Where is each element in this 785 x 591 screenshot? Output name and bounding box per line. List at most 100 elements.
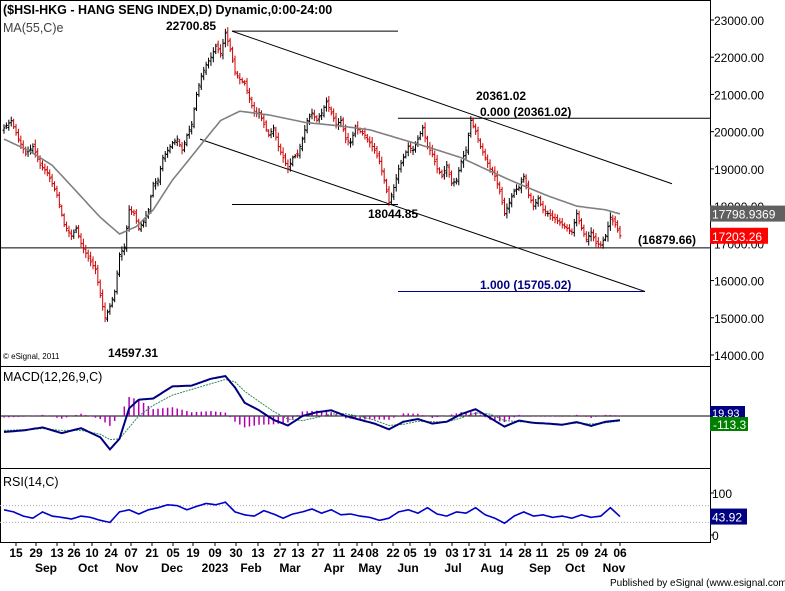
price-bar [498, 181, 502, 195]
price-bar [423, 122, 427, 143]
x-tick-month: Mar [279, 561, 301, 575]
price-bar [409, 141, 413, 154]
price-bar [454, 177, 458, 185]
price-bar [151, 181, 155, 198]
price-bar [303, 124, 307, 143]
price-bar [507, 197, 511, 214]
price-y-tick-label: 22000.00 [714, 51, 764, 65]
price-bar [238, 72, 242, 85]
price-bar [14, 124, 18, 136]
price-bar [534, 199, 538, 210]
price-bar [382, 168, 386, 184]
price-bar [118, 252, 121, 277]
price-bar [373, 142, 377, 154]
price-bar [604, 233, 608, 242]
price-bar [9, 116, 13, 127]
price-bar [594, 232, 598, 248]
rsi-badge-bg [710, 508, 747, 525]
rsi-badge: 43.92 [712, 511, 742, 525]
price-bar [60, 204, 64, 217]
price-bar [231, 46, 235, 63]
price-bar [91, 256, 95, 270]
price-bar [459, 159, 463, 173]
macd-value-badge-bg [710, 417, 748, 431]
price-bar [228, 37, 232, 53]
x-tick-month: Aug [480, 561, 503, 575]
channel-upper-line [231, 30, 673, 185]
price-bar [606, 221, 610, 242]
price-bar [430, 144, 434, 158]
rsi-panel-frame [0, 468, 711, 543]
price-bar [421, 124, 425, 137]
price-bar [399, 159, 403, 173]
x-tick-day: 13 [50, 546, 64, 560]
price-bar [2, 124, 6, 134]
low-label: 14597.31 [108, 346, 158, 360]
x-tick-day: 24 [350, 546, 364, 560]
price-bar [305, 117, 309, 134]
price-bar [74, 225, 78, 234]
price-bar [346, 132, 350, 146]
price-bar [587, 231, 591, 246]
price-bar [187, 125, 191, 139]
price-bar [575, 209, 579, 227]
price-bar [320, 108, 324, 121]
price-bar [464, 146, 468, 160]
price-bar [120, 246, 124, 261]
price-bar [344, 124, 348, 144]
last-price-badge-bg [710, 227, 768, 244]
price-bar [45, 165, 49, 177]
price-bar [341, 117, 345, 132]
price-bar [252, 101, 256, 117]
price-bar [503, 197, 506, 217]
fib-0-label: 0.000 (20361.02) [480, 105, 571, 119]
price-bar [139, 222, 143, 233]
price-bar [389, 192, 393, 205]
last-price-badge: 17203.26 [712, 230, 762, 244]
price-bar [531, 195, 535, 211]
price-bar [211, 47, 215, 63]
x-tick-day: 21 [145, 546, 159, 560]
price-bar [327, 95, 331, 112]
price-bar [553, 213, 557, 224]
price-bar [370, 136, 374, 152]
x-tick-day: 19 [423, 546, 437, 560]
price-bar [81, 238, 85, 254]
x-tick-month: May [358, 561, 382, 575]
price-bar [469, 116, 473, 138]
price-bar [235, 71, 239, 79]
price-bar [298, 143, 302, 159]
price-bar [31, 143, 35, 154]
price-bar [50, 173, 54, 187]
price-bar [207, 57, 211, 69]
x-tick-day: 09 [208, 546, 222, 560]
price-bar [351, 131, 355, 146]
high-label: 22700.85 [166, 19, 216, 33]
price-bar [4, 122, 8, 130]
price-bar [154, 178, 158, 190]
macd-signal-badge-bg [710, 406, 745, 418]
price-bar [541, 200, 545, 214]
x-tick-day: 24 [594, 546, 608, 560]
price-bar [98, 279, 102, 298]
price-bar [517, 185, 521, 192]
x-tick-day: 17 [462, 546, 476, 560]
macd-title: MACD(12,26,9,C) [3, 370, 102, 384]
price-bar [84, 244, 88, 259]
x-tick-day: 10 [85, 546, 99, 560]
price-bar [93, 260, 97, 275]
price-bar [589, 227, 593, 242]
price-bar [548, 208, 552, 220]
price-bar [580, 218, 583, 231]
x-tick-month: Sep [529, 561, 551, 575]
x-tick-day: 06 [613, 546, 627, 560]
price-bar [110, 296, 114, 308]
price-bar [101, 289, 105, 311]
price-bar [219, 44, 223, 58]
price-bar [105, 309, 109, 322]
price-bar [216, 40, 220, 54]
price-bar [180, 142, 184, 155]
price-bar [69, 229, 73, 241]
price-bar [55, 185, 59, 198]
